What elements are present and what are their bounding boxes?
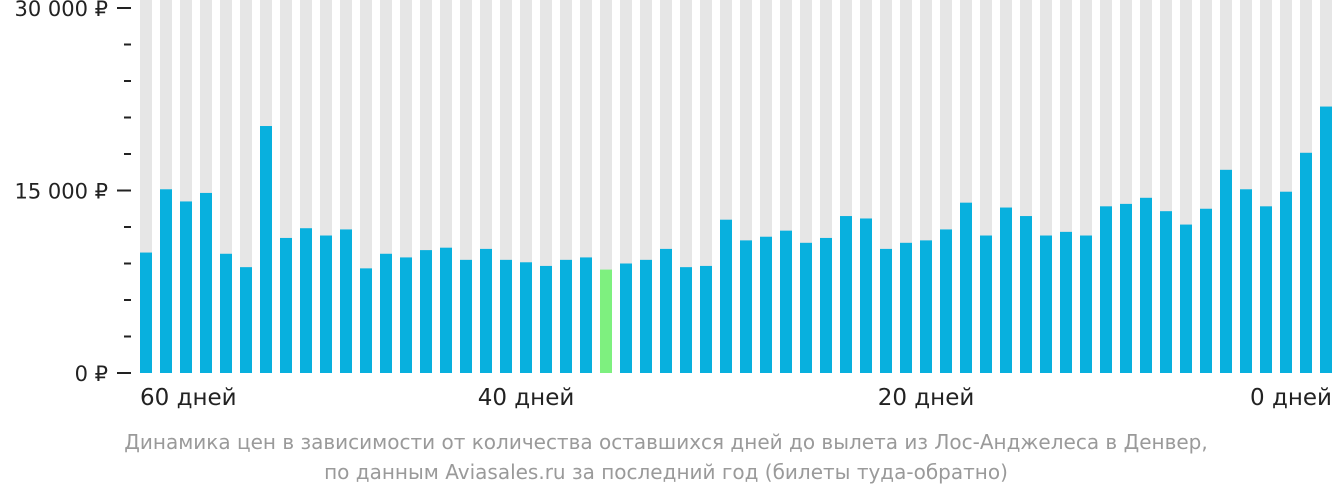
x-tick-label: 60 дней bbox=[140, 385, 237, 411]
price-bar[interactable] bbox=[420, 250, 432, 373]
price-bar[interactable] bbox=[1300, 152, 1312, 373]
y-axis: 0 ₽ 15 000 ₽ 30 000 ₽ bbox=[14, 0, 131, 386]
price-bar[interactable] bbox=[920, 240, 932, 373]
price-bars bbox=[140, 106, 1332, 374]
price-bar[interactable] bbox=[1180, 224, 1192, 373]
price-bar[interactable] bbox=[560, 259, 572, 373]
price-bar[interactable] bbox=[1080, 235, 1092, 373]
price-bar[interactable] bbox=[940, 229, 952, 373]
price-bar[interactable] bbox=[740, 240, 752, 373]
background-bars bbox=[140, 0, 1332, 373]
y-tick-label: 0 ₽ bbox=[75, 362, 108, 386]
price-bar[interactable] bbox=[1220, 169, 1232, 373]
price-bar[interactable] bbox=[800, 242, 812, 373]
price-chart: 0 ₽ 15 000 ₽ 30 000 ₽ 60 дней 40 дней 20 дне… bbox=[14, 0, 1332, 411]
price-bar[interactable] bbox=[160, 189, 172, 373]
price-bar[interactable] bbox=[1020, 216, 1032, 373]
price-bar[interactable] bbox=[360, 268, 372, 373]
price-bar[interactable] bbox=[720, 219, 732, 373]
caption-line-2: по данным Aviasales.ru за последний год … bbox=[324, 460, 1008, 484]
x-axis: 60 дней 40 дней 20 дней 0 дней bbox=[140, 385, 1332, 411]
price-bar[interactable] bbox=[400, 257, 412, 373]
price-bar[interactable] bbox=[320, 235, 332, 373]
y-tick-label: 15 000 ₽ bbox=[14, 180, 108, 204]
price-bar[interactable] bbox=[840, 216, 852, 373]
price-bar[interactable] bbox=[540, 265, 552, 373]
price-bar[interactable] bbox=[380, 253, 392, 373]
price-bar[interactable] bbox=[660, 248, 672, 373]
price-bar[interactable] bbox=[220, 253, 232, 373]
price-bar[interactable] bbox=[780, 230, 792, 373]
price-bar[interactable] bbox=[1240, 189, 1252, 373]
price-bar[interactable] bbox=[1000, 207, 1012, 373]
price-bar[interactable] bbox=[180, 201, 192, 373]
price-bar[interactable] bbox=[680, 267, 692, 373]
price-bar[interactable] bbox=[1120, 203, 1132, 373]
price-bar[interactable] bbox=[900, 242, 912, 373]
price-bar[interactable] bbox=[820, 237, 832, 373]
price-bar[interactable] bbox=[1140, 197, 1152, 373]
price-bar[interactable] bbox=[340, 229, 352, 373]
price-bar[interactable] bbox=[280, 237, 292, 373]
price-bar[interactable] bbox=[1100, 206, 1112, 373]
y-tick-label: 30 000 ₽ bbox=[14, 0, 108, 21]
price-bar[interactable] bbox=[1200, 208, 1212, 373]
price-bar[interactable] bbox=[960, 202, 972, 373]
x-tick-label: 0 дней bbox=[1250, 385, 1332, 411]
price-bar[interactable] bbox=[460, 259, 472, 373]
price-bar[interactable] bbox=[140, 252, 152, 373]
price-bar[interactable] bbox=[1280, 191, 1292, 373]
price-bar[interactable] bbox=[200, 192, 212, 373]
price-bar[interactable] bbox=[1160, 211, 1172, 373]
price-bar[interactable] bbox=[580, 257, 592, 373]
price-bar[interactable] bbox=[440, 247, 452, 373]
price-bar[interactable] bbox=[1060, 231, 1072, 373]
price-bar[interactable] bbox=[980, 235, 992, 373]
price-bar[interactable] bbox=[240, 267, 252, 373]
price-bar[interactable] bbox=[520, 262, 532, 373]
price-bar[interactable] bbox=[880, 248, 892, 373]
price-bar[interactable] bbox=[300, 228, 312, 373]
x-tick-label: 20 дней bbox=[878, 385, 975, 411]
caption-line-1: Динамика цен в зависимости от количества… bbox=[124, 430, 1208, 454]
price-bar[interactable] bbox=[260, 126, 272, 374]
price-bar[interactable] bbox=[1320, 106, 1332, 374]
price-bar[interactable] bbox=[480, 248, 492, 373]
price-bar[interactable] bbox=[1260, 206, 1272, 373]
price-bar[interactable] bbox=[860, 218, 872, 373]
x-tick-label: 40 дней bbox=[478, 385, 575, 411]
price-bar[interactable] bbox=[1040, 235, 1052, 373]
price-bar[interactable] bbox=[700, 265, 712, 373]
price-bar[interactable] bbox=[500, 259, 512, 373]
price-bar[interactable] bbox=[620, 263, 632, 374]
price-bar-cheapest[interactable] bbox=[600, 269, 612, 373]
price-bar[interactable] bbox=[760, 236, 772, 373]
price-bar[interactable] bbox=[640, 259, 652, 373]
